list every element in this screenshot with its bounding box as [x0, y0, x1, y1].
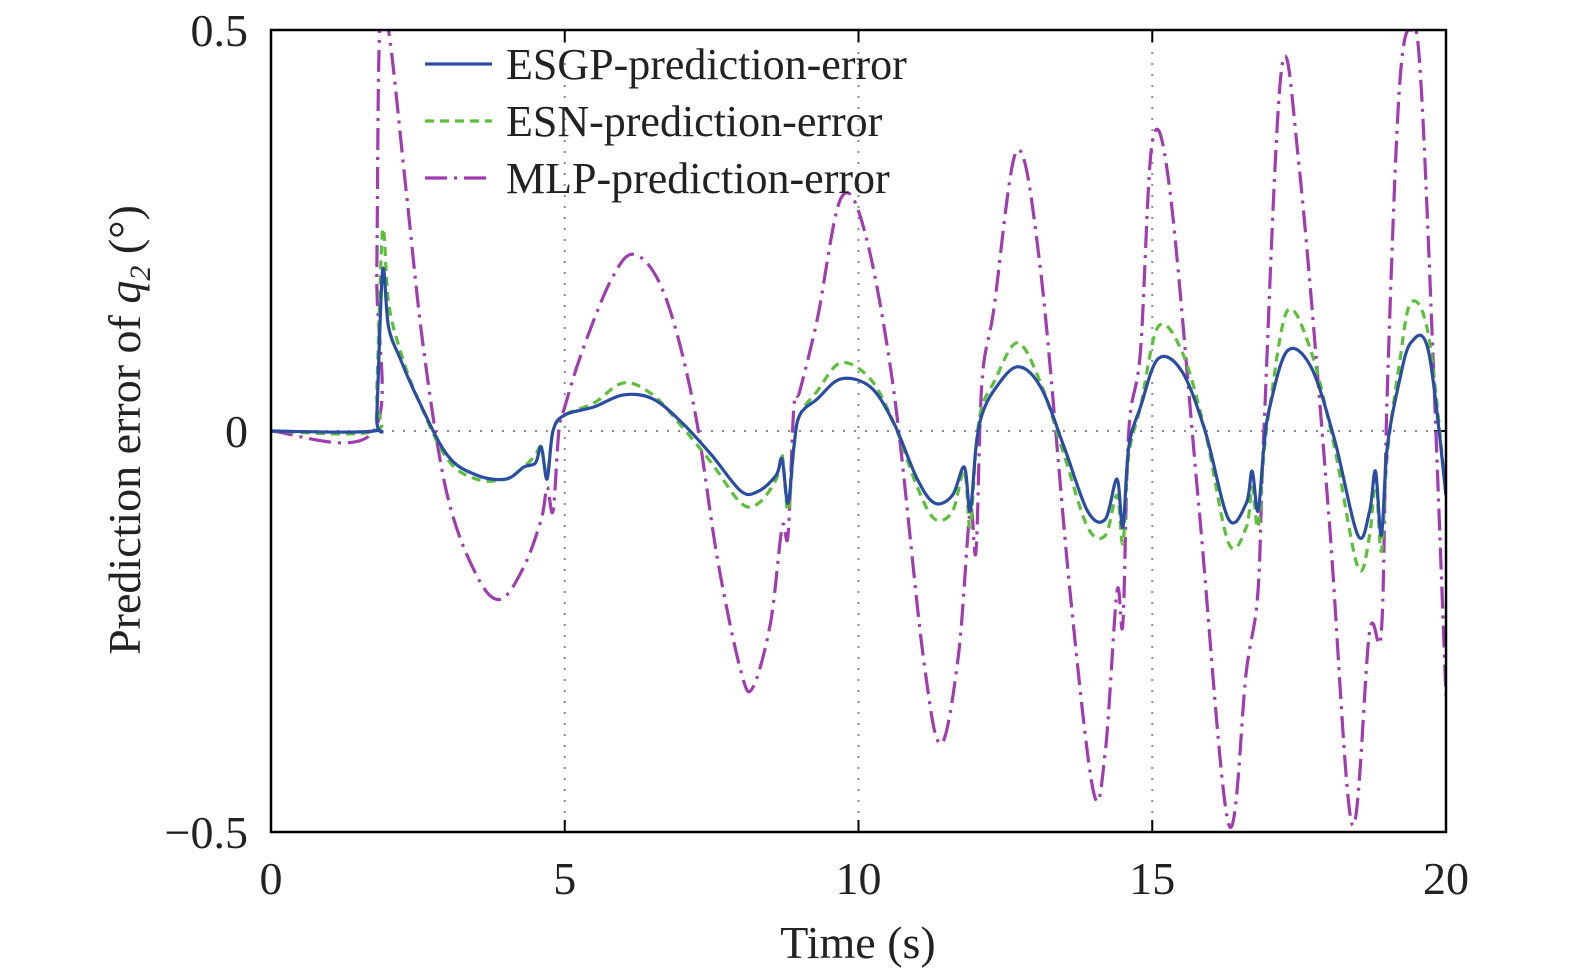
x-axis-label: Time (s) [780, 917, 936, 968]
legend: ESGP-prediction-error ESN-prediction-erro… [425, 40, 907, 203]
plot-frame [269, 28, 1448, 834]
y-axis-label-prefix: Prediction error of [99, 304, 150, 655]
x-tick-label: 15 [1129, 853, 1175, 904]
legend-label: ESN-prediction-error [506, 97, 883, 146]
grid-lines [271, 30, 1446, 832]
series-lines [271, 30, 1446, 829]
series-line-mlp-prediction-error [271, 30, 1446, 829]
y-axis-label: Prediction error of q2 (°) [99, 205, 157, 655]
y-tick-label: 0 [225, 406, 248, 457]
y-tick-labels: −0.5 0 0.5 [165, 5, 248, 858]
legend-label: ESGP-prediction-error [506, 40, 907, 89]
legend-label: MLP-prediction-error [506, 154, 890, 203]
series-line-esgp-prediction-error [271, 266, 1446, 540]
x-tick-label: 0 [260, 853, 283, 904]
y-axis-label-var: q [99, 281, 150, 304]
y-axis-label-sub: 2 [124, 266, 157, 281]
y-tick-label: −0.5 [165, 807, 248, 858]
y-tick-label: 0.5 [191, 5, 249, 56]
x-tick-label: 10 [836, 853, 882, 904]
x-tick-labels: 0 5 10 15 20 [260, 853, 1470, 904]
x-tick-label: 20 [1423, 853, 1469, 904]
x-tick-label: 5 [553, 853, 576, 904]
y-axis-label-suffix: (°) [99, 205, 150, 266]
